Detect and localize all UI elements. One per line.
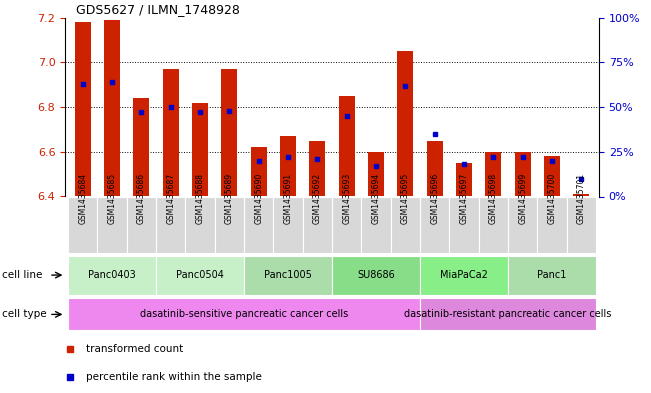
Text: GSM1435685: GSM1435685 xyxy=(107,173,117,224)
Text: GSM1435684: GSM1435684 xyxy=(78,173,87,224)
Bar xyxy=(420,196,449,253)
Bar xyxy=(420,299,596,330)
Bar xyxy=(574,194,589,196)
Text: MiaPaCa2: MiaPaCa2 xyxy=(440,270,488,280)
Text: percentile rank within the sample: percentile rank within the sample xyxy=(87,371,262,382)
Bar xyxy=(156,196,186,253)
Text: GSM1435699: GSM1435699 xyxy=(518,173,527,224)
Text: dasatinib-resistant pancreatic cancer cells: dasatinib-resistant pancreatic cancer ce… xyxy=(404,309,612,320)
Text: GSM1435687: GSM1435687 xyxy=(166,173,175,224)
Bar xyxy=(456,163,472,196)
Text: GSM1435700: GSM1435700 xyxy=(547,173,557,224)
Bar xyxy=(566,196,596,253)
Text: GSM1435690: GSM1435690 xyxy=(254,173,263,224)
Text: transformed count: transformed count xyxy=(87,344,184,354)
Text: GSM1435693: GSM1435693 xyxy=(342,173,351,224)
Bar xyxy=(156,255,244,295)
Text: cell type: cell type xyxy=(2,309,47,320)
Text: GSM1435695: GSM1435695 xyxy=(401,173,410,224)
Bar xyxy=(68,299,420,330)
Bar xyxy=(273,196,303,253)
Text: GDS5627 / ILMN_1748928: GDS5627 / ILMN_1748928 xyxy=(76,4,240,17)
Bar xyxy=(544,156,560,196)
Text: Panc1005: Panc1005 xyxy=(264,270,312,280)
Text: GSM1435689: GSM1435689 xyxy=(225,173,234,224)
Bar xyxy=(478,196,508,253)
Text: GSM1435686: GSM1435686 xyxy=(137,173,146,224)
Bar xyxy=(339,96,355,196)
Text: GSM1435698: GSM1435698 xyxy=(489,173,498,224)
Text: GSM1435692: GSM1435692 xyxy=(313,173,322,224)
Bar xyxy=(127,196,156,253)
Bar xyxy=(133,98,150,196)
Text: Panc0403: Panc0403 xyxy=(88,270,136,280)
Bar xyxy=(361,196,391,253)
Bar xyxy=(280,136,296,196)
Bar xyxy=(221,69,238,196)
Text: GSM1435688: GSM1435688 xyxy=(195,173,204,224)
Bar xyxy=(537,196,566,253)
Text: GSM1435701: GSM1435701 xyxy=(577,173,586,224)
Bar xyxy=(368,152,384,196)
Text: GSM1435697: GSM1435697 xyxy=(460,173,469,224)
Text: GSM1435694: GSM1435694 xyxy=(372,173,380,224)
Bar xyxy=(244,255,332,295)
Bar xyxy=(186,196,215,253)
Bar xyxy=(332,196,361,253)
Bar xyxy=(303,196,332,253)
Bar xyxy=(397,51,413,196)
Bar xyxy=(508,196,537,253)
Bar xyxy=(68,255,156,295)
Bar xyxy=(420,255,508,295)
Text: dasatinib-sensitive pancreatic cancer cells: dasatinib-sensitive pancreatic cancer ce… xyxy=(140,309,348,320)
Bar xyxy=(251,147,267,196)
Bar xyxy=(449,196,478,253)
Bar xyxy=(98,196,127,253)
Bar xyxy=(485,152,501,196)
Text: SU8686: SU8686 xyxy=(357,270,395,280)
Bar xyxy=(68,196,98,253)
Bar xyxy=(426,141,443,196)
Text: Panc1: Panc1 xyxy=(537,270,566,280)
Bar xyxy=(508,255,596,295)
Bar xyxy=(192,103,208,196)
Bar xyxy=(163,69,179,196)
Bar xyxy=(514,152,531,196)
Text: GSM1435696: GSM1435696 xyxy=(430,173,439,224)
Bar xyxy=(391,196,420,253)
Bar xyxy=(332,255,420,295)
Text: Panc0504: Panc0504 xyxy=(176,270,224,280)
Bar xyxy=(104,20,120,196)
Bar xyxy=(75,22,90,196)
Text: GSM1435691: GSM1435691 xyxy=(284,173,292,224)
Bar xyxy=(215,196,244,253)
Bar xyxy=(309,141,326,196)
Bar xyxy=(244,196,273,253)
Text: cell line: cell line xyxy=(2,270,42,280)
